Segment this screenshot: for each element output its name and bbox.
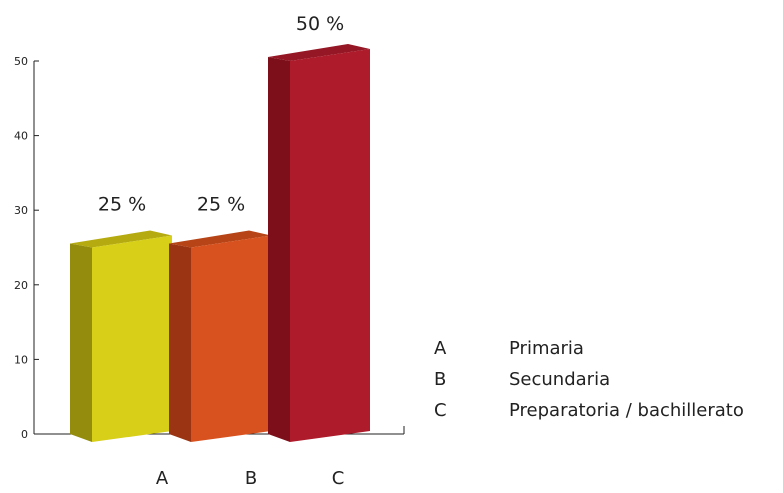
y-tick-label: 50 — [14, 55, 28, 68]
legend-key: B — [434, 369, 447, 390]
bar-front-face — [191, 235, 271, 442]
x-tick-label: C — [332, 468, 345, 489]
bar-c — [268, 44, 370, 442]
data-label: 25 % — [98, 194, 146, 216]
legend-label: Secundaria — [509, 369, 611, 390]
bar-side-face — [70, 243, 92, 442]
legend: A Primaria B Secundaria C Preparatoria /… — [434, 333, 744, 426]
bar-a — [70, 230, 172, 442]
bar-top-face — [70, 230, 172, 248]
x-tick-label: B — [245, 468, 257, 489]
legend-label: Primaria — [509, 338, 584, 359]
bar-top-face — [169, 230, 271, 248]
bars — [70, 44, 370, 442]
data-label: 50 % — [296, 13, 344, 35]
y-tick-label: 0 — [21, 428, 28, 441]
legend-item-c: C Preparatoria / bachillerato — [434, 395, 744, 426]
y-tick-label: 30 — [14, 204, 28, 217]
bar-side-face — [169, 243, 191, 442]
y-tick-label: 20 — [14, 279, 28, 292]
legend-item-a: A Primaria — [434, 333, 744, 364]
x-tick-label: A — [156, 468, 169, 489]
legend-label: Preparatoria / bachillerato — [509, 400, 744, 421]
bar-b — [169, 230, 271, 442]
bar-front-face — [290, 49, 370, 442]
data-labels: 25 % 25 % 50 % — [98, 13, 344, 216]
y-tick-label: 10 — [14, 353, 28, 366]
legend-key: C — [434, 400, 447, 421]
bar-front-face — [92, 235, 172, 442]
y-tick-label: 40 — [14, 130, 28, 143]
legend-item-b: B Secundaria — [434, 364, 744, 395]
data-label: 25 % — [197, 194, 245, 216]
bar-side-face — [268, 57, 290, 442]
legend-key: A — [434, 338, 447, 359]
bar-top-face — [268, 44, 370, 61]
